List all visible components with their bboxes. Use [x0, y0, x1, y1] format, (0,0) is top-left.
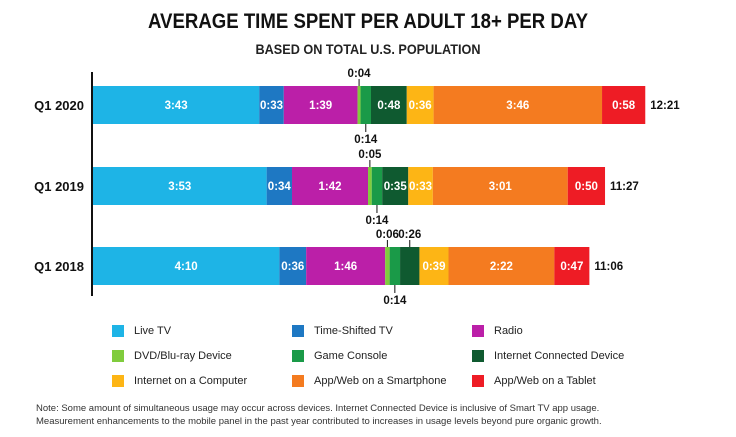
data-label-dvd-blu-ray-device-q1-2018: 0:06 — [376, 229, 399, 241]
data-label-app-web-on-a-smartphone-q1-2018: 2:22 — [490, 261, 513, 273]
data-label-app-web-on-a-smartphone-q1-2020: 3:46 — [506, 100, 529, 112]
data-label-game-console-q1-2020: 0:14 — [354, 134, 378, 146]
data-label-dvd-blu-ray-device-q1-2019: 0:05 — [358, 149, 382, 161]
legend-swatch-live-tv — [112, 325, 124, 337]
bar-internet-on-a-computer-q1-2020 — [406, 86, 434, 124]
legend-label-radio: Radio — [494, 325, 523, 337]
total-label-q1-2020: 12:21 — [650, 100, 680, 112]
legend-item-time-shifted-tv: Time-Shifted TV — [292, 324, 393, 338]
bar-time-shifted-tv-q1-2019 — [266, 167, 292, 205]
bar-internet-connected-device-q1-2020 — [371, 86, 407, 124]
legend: Live TV Time-Shifted TV Radio DVD/Blu-ray D… — [112, 324, 712, 390]
bar-radio-q1-2018 — [306, 247, 386, 285]
legend-swatch-internet-on-a-computer — [112, 375, 124, 387]
data-label-live-tv-q1-2019: 3:53 — [168, 181, 191, 193]
bar-time-shifted-tv-q1-2020 — [259, 86, 284, 124]
data-label-radio-q1-2019: 1:42 — [318, 181, 341, 193]
row-label-q1-2020: Q1 2020 — [34, 98, 84, 113]
legend-item-internet-connected-device: Internet Connected Device — [472, 349, 624, 363]
bar-radio-q1-2020 — [283, 86, 358, 124]
footnote: Note: Some amount of simultaneous usage … — [36, 402, 726, 428]
stacked-bar-chart: AVERAGE TIME SPENT PER ADULT 18+ PER DAY… — [34, 10, 680, 307]
legend-label-app-web-on-a-tablet: App/Web on a Tablet — [494, 375, 596, 387]
bar-live-tv-q1-2018 — [93, 247, 280, 285]
data-label-game-console-q1-2019: 0:14 — [365, 215, 389, 227]
legend-item-game-console: Game Console — [292, 349, 387, 363]
bar-dvd-blu-ray-device-q1-2018 — [385, 247, 390, 285]
chart-subtitle: BASED ON TOTAL U.S. POPULATION — [256, 41, 481, 57]
data-label-app-web-on-a-tablet-q1-2020: 0:58 — [612, 100, 636, 112]
legend-item-app-web-on-a-tablet: App/Web on a Tablet — [472, 374, 596, 388]
bars-layer: Q1 2020 3:43 0:33 1:39 0:04 0:14 0:48 0:36 3:46 0… — [34, 68, 680, 307]
bar-game-console-q1-2020 — [360, 86, 371, 124]
legend-swatch-dvd-blu-ray-device — [112, 350, 124, 362]
row-label-q1-2018: Q1 2018 — [34, 259, 84, 274]
bar-app-web-on-a-tablet-q1-2018 — [554, 247, 590, 285]
legend-item-app-web-on-a-smartphone: App/Web on a Smartphone — [292, 374, 447, 388]
bar-radio-q1-2019 — [292, 167, 369, 205]
legend-swatch-app-web-on-a-tablet — [472, 375, 484, 387]
data-label-live-tv-q1-2018: 4:10 — [175, 261, 198, 273]
data-label-internet-connected-device-q1-2020: 0:48 — [377, 100, 401, 112]
legend-item-live-tv: Live TV — [112, 324, 171, 338]
bar-game-console-q1-2019 — [371, 167, 383, 205]
data-label-dvd-blu-ray-device-q1-2020: 0:04 — [348, 68, 372, 80]
legend-label-live-tv: Live TV — [134, 325, 172, 337]
legend-label-app-web-on-a-smartphone: App/Web on a Smartphone — [314, 375, 447, 387]
bar-internet-connected-device-q1-2018 — [400, 247, 420, 285]
data-label-internet-on-a-computer-q1-2019: 0:33 — [409, 181, 432, 193]
data-label-internet-on-a-computer-q1-2018: 0:39 — [422, 261, 445, 273]
data-label-live-tv-q1-2020: 3:43 — [165, 100, 188, 112]
bar-game-console-q1-2018 — [389, 247, 401, 285]
bar-live-tv-q1-2019 — [93, 167, 267, 205]
data-label-game-console-q1-2018: 0:14 — [383, 295, 407, 307]
total-label-q1-2019: 11:27 — [610, 181, 639, 193]
bar-internet-on-a-computer-q1-2018 — [419, 247, 449, 285]
legend-label-internet-on-a-computer: Internet on a Computer — [134, 375, 248, 387]
data-label-time-shifted-tv-q1-2018: 0:36 — [281, 261, 304, 273]
legend-label-game-console: Game Console — [314, 350, 388, 362]
data-label-internet-connected-device-q1-2018: 0:26 — [398, 229, 421, 241]
data-label-time-shifted-tv-q1-2020: 0:33 — [260, 100, 283, 112]
bar-app-web-on-a-smartphone-q1-2020 — [433, 86, 603, 124]
bar-app-web-on-a-smartphone-q1-2019 — [432, 167, 568, 205]
data-label-internet-connected-device-q1-2019: 0:35 — [384, 181, 408, 193]
bar-app-web-on-a-tablet-q1-2019 — [567, 167, 606, 205]
bar-time-shifted-tv-q1-2018 — [279, 247, 307, 285]
legend-swatch-game-console — [292, 350, 304, 362]
total-label-q1-2018: 11:06 — [594, 261, 623, 273]
footnote-line-1: Note: Some amount of simultaneous usage … — [36, 403, 600, 414]
legend-swatch-time-shifted-tv — [292, 325, 304, 337]
bar-dvd-blu-ray-device-q1-2019 — [368, 167, 372, 205]
legend-label-time-shifted-tv: Time-Shifted TV — [314, 325, 393, 337]
data-label-radio-q1-2020: 1:39 — [309, 100, 332, 112]
data-label-app-web-on-a-tablet-q1-2019: 0:50 — [575, 181, 598, 193]
data-label-app-web-on-a-tablet-q1-2018: 0:47 — [560, 261, 583, 273]
data-label-internet-on-a-computer-q1-2020: 0:36 — [409, 100, 432, 112]
legend-item-dvd-blu-ray-device: DVD/Blu-ray Device — [112, 349, 232, 363]
legend-swatch-app-web-on-a-smartphone — [292, 375, 304, 387]
row-label-q1-2019: Q1 2019 — [34, 179, 84, 194]
legend-label-internet-connected-device: Internet Connected Device — [494, 350, 625, 362]
bar-app-web-on-a-tablet-q1-2020 — [602, 86, 646, 124]
bar-internet-on-a-computer-q1-2019 — [408, 167, 433, 205]
bar-app-web-on-a-smartphone-q1-2018 — [448, 247, 555, 285]
bar-dvd-blu-ray-device-q1-2020 — [357, 86, 361, 124]
bar-internet-connected-device-q1-2019 — [382, 167, 409, 205]
legend-label-dvd-blu-ray-device: DVD/Blu-ray Device — [134, 350, 232, 362]
data-label-time-shifted-tv-q1-2019: 0:34 — [268, 181, 292, 193]
legend-item-internet-on-a-computer: Internet on a Computer — [112, 374, 247, 388]
footnote-line-2: Measurement enhancements to the mobile p… — [36, 416, 602, 427]
legend-swatch-radio — [472, 325, 484, 337]
chart-title: AVERAGE TIME SPENT PER ADULT 18+ PER DAY — [148, 10, 588, 33]
legend-swatch-internet-connected-device — [472, 350, 484, 362]
data-label-app-web-on-a-smartphone-q1-2019: 3:01 — [489, 181, 513, 193]
bar-live-tv-q1-2020 — [93, 86, 260, 124]
legend-item-radio: Radio — [472, 324, 523, 338]
data-label-radio-q1-2018: 1:46 — [334, 261, 357, 273]
